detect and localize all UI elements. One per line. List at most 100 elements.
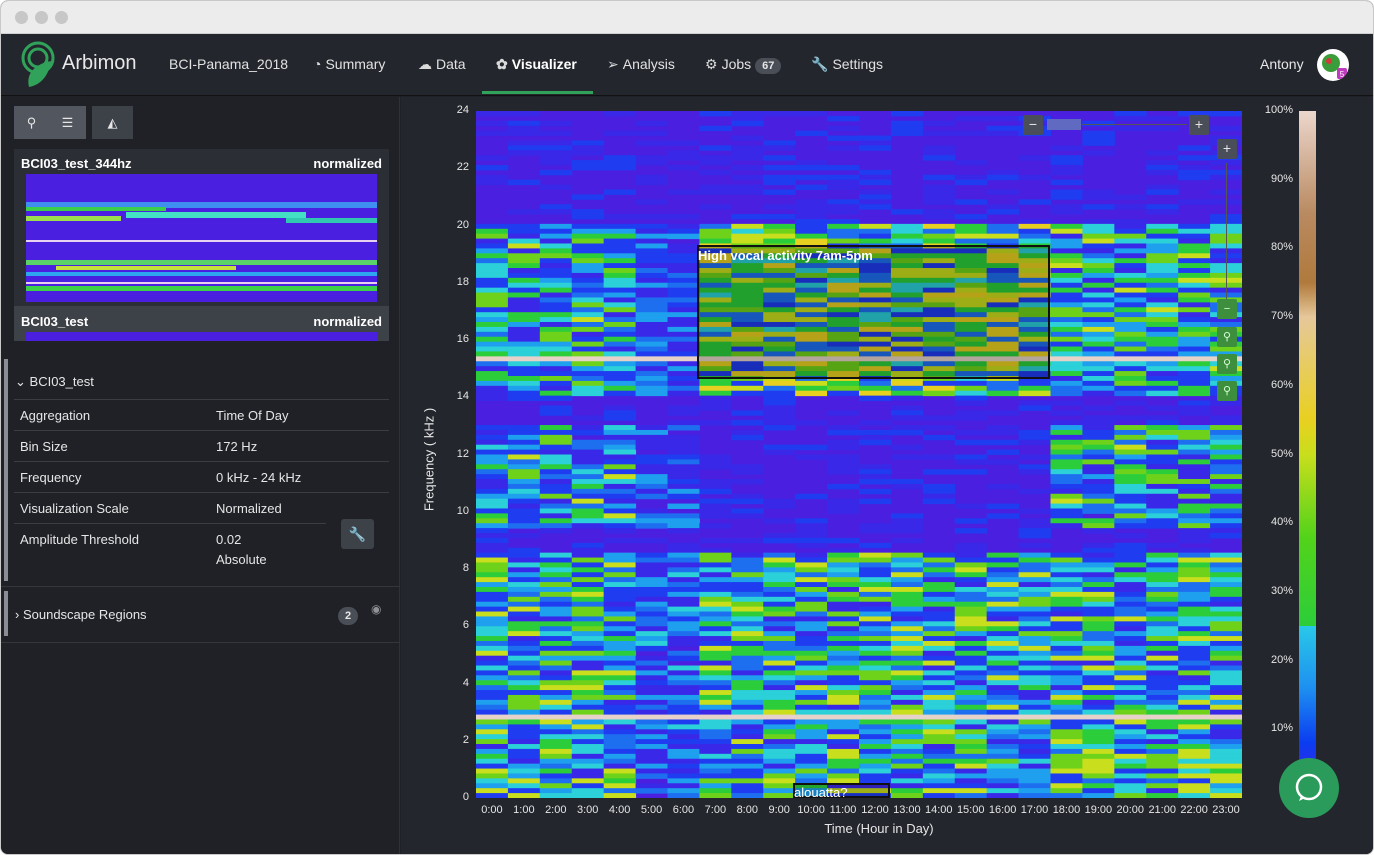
heatmap-cell [668, 420, 700, 425]
zoom-slider-handle[interactable] [1047, 119, 1081, 130]
zoom-out-x-button[interactable]: − [1023, 115, 1043, 135]
divider [1, 642, 400, 643]
details-header[interactable]: ⌄ BCI03_test [15, 374, 94, 390]
heatmap-cell [1210, 724, 1242, 729]
heatmap-cell [1114, 351, 1146, 356]
soundscape-region-box[interactable] [697, 245, 1050, 379]
nav-project[interactable]: BCI-Panama_2018 [169, 56, 288, 72]
nav-visualizer[interactable]: ✿ Visualizer [496, 56, 577, 73]
plus-icon: + [1223, 140, 1231, 156]
close-window-button[interactable] [15, 11, 28, 24]
heatmap-cell [1114, 734, 1146, 739]
heatmap-cell [636, 773, 668, 778]
zoom-in-x-button[interactable]: + [1189, 115, 1209, 135]
zoom-in-y-button[interactable]: + [1217, 139, 1237, 159]
zoom-out-y-button[interactable]: − [1217, 299, 1237, 319]
heatmap-cell [827, 410, 859, 415]
heatmap-cell [1019, 778, 1051, 783]
cloud-upload-icon: ☁ [418, 56, 432, 73]
heatmap-cell [476, 322, 508, 327]
zoom-x-button[interactable]: ⚲ [1217, 354, 1237, 374]
heatmap-cell [923, 185, 955, 190]
top-navbar: Arbimon BCI-Panama_2018 ◔ Summary ☁ Data ✿… [1, 34, 1374, 96]
heatmap-cell [1178, 739, 1210, 744]
vertical-zoom-control[interactable]: + − ⚲ ⚲ ⚲ [1217, 139, 1237, 399]
heatmap-cell [572, 616, 604, 621]
heatmap-cell [795, 719, 827, 724]
heatmap-cell [1051, 381, 1083, 386]
heatmap-canvas[interactable] [476, 111, 1242, 798]
heatmap-cell [604, 234, 636, 239]
soundscape-thumbnail-list[interactable]: BCI03_test_344hz normalized BCI03_test n… [14, 149, 389, 341]
thumbnail-image[interactable] [26, 332, 377, 341]
heatmap-cell [508, 783, 540, 788]
soundscape-view-button[interactable]: ◭ [92, 106, 133, 139]
user-name[interactable]: Antony [1260, 56, 1304, 72]
heatmap-cell [1146, 764, 1178, 769]
soundscape-regions-toggle[interactable]: › Soundscape Regions [15, 607, 147, 622]
heatmap-cell [699, 464, 731, 469]
heatmap-cell [508, 229, 540, 234]
soundscape-heatmap[interactable] [476, 111, 1242, 798]
heatmap-cell [476, 445, 508, 450]
heatmap-cell [795, 641, 827, 646]
heatmap-cell [668, 312, 700, 317]
heatmap-cell [699, 739, 731, 744]
heatmap-cell [1051, 695, 1083, 700]
heatmap-cell [1178, 263, 1210, 268]
nav-summary[interactable]: ◔ Summary [313, 56, 385, 72]
divider [14, 430, 389, 431]
heatmap-cell [923, 666, 955, 671]
maximize-window-button[interactable] [55, 11, 68, 24]
heatmap-cell [1146, 592, 1178, 597]
heatmap-cell [1082, 391, 1114, 396]
heatmap-cell [604, 214, 636, 219]
heatmap-cell [476, 572, 508, 577]
nav-jobs[interactable]: ⚙ Jobs 67 [705, 56, 781, 74]
heatmap-cell [1114, 332, 1146, 337]
heatmap-cell [923, 484, 955, 489]
heatmap-cell [1114, 656, 1146, 661]
nav-settings[interactable]: 🔧 Settings [811, 56, 883, 73]
brand-name[interactable]: Arbimon [62, 52, 136, 75]
thumbnail-title[interactable]: BCI03_test [21, 314, 88, 329]
nav-analysis[interactable]: ➢ Analysis [607, 56, 675, 73]
heatmap-cell [987, 685, 1019, 690]
x-tick-label: 22:00 [1177, 804, 1211, 816]
heatmap-cell [1082, 661, 1114, 666]
heatmap-cell [1051, 641, 1083, 646]
heatmap-cell [987, 425, 1019, 430]
heatmap-cell [636, 734, 668, 739]
zoom-fit-button[interactable]: ⚲ [1217, 327, 1237, 347]
thumbnail-title[interactable]: BCI03_test_344hz [21, 156, 132, 171]
heatmap-cell [795, 646, 827, 651]
heatmap-cell [1114, 322, 1146, 327]
chat-support-button[interactable] [1279, 758, 1339, 818]
heatmap-cell [572, 764, 604, 769]
heatmap-cell [731, 695, 763, 700]
heatmap-cell [1114, 641, 1146, 646]
heatmap-cell [668, 739, 700, 744]
edit-settings-button[interactable]: 🔧 [341, 519, 374, 549]
thumbnail-selected[interactable]: BCI03_test normalized [14, 306, 389, 341]
heatmap-cell [604, 778, 636, 783]
heatmap-cell [891, 754, 923, 759]
heatmap-cell [476, 459, 508, 464]
minimize-window-button[interactable] [35, 11, 48, 24]
thumbnail-image[interactable] [26, 174, 377, 302]
eye-icon[interactable]: ◉ [371, 602, 381, 616]
map-view-button[interactable]: ⚲ [14, 106, 49, 139]
heatmap-cell [699, 675, 731, 680]
list-view-button[interactable]: ☰ [49, 106, 86, 139]
nav-data[interactable]: ☁ Data [418, 56, 466, 73]
zoom-slider-track[interactable] [1226, 163, 1227, 303]
zoom-y-button[interactable]: ⚲ [1217, 381, 1237, 401]
avatar[interactable]: 5 [1317, 49, 1349, 81]
heatmap-cell [604, 621, 636, 626]
heatmap-cell [1178, 675, 1210, 680]
heatmap-cell [1210, 425, 1242, 430]
horizontal-zoom-control[interactable]: − + [1023, 115, 1209, 135]
heatmap-cell [923, 616, 955, 621]
arbimon-logo-icon[interactable] [21, 41, 55, 89]
heatmap-cell [604, 793, 636, 798]
